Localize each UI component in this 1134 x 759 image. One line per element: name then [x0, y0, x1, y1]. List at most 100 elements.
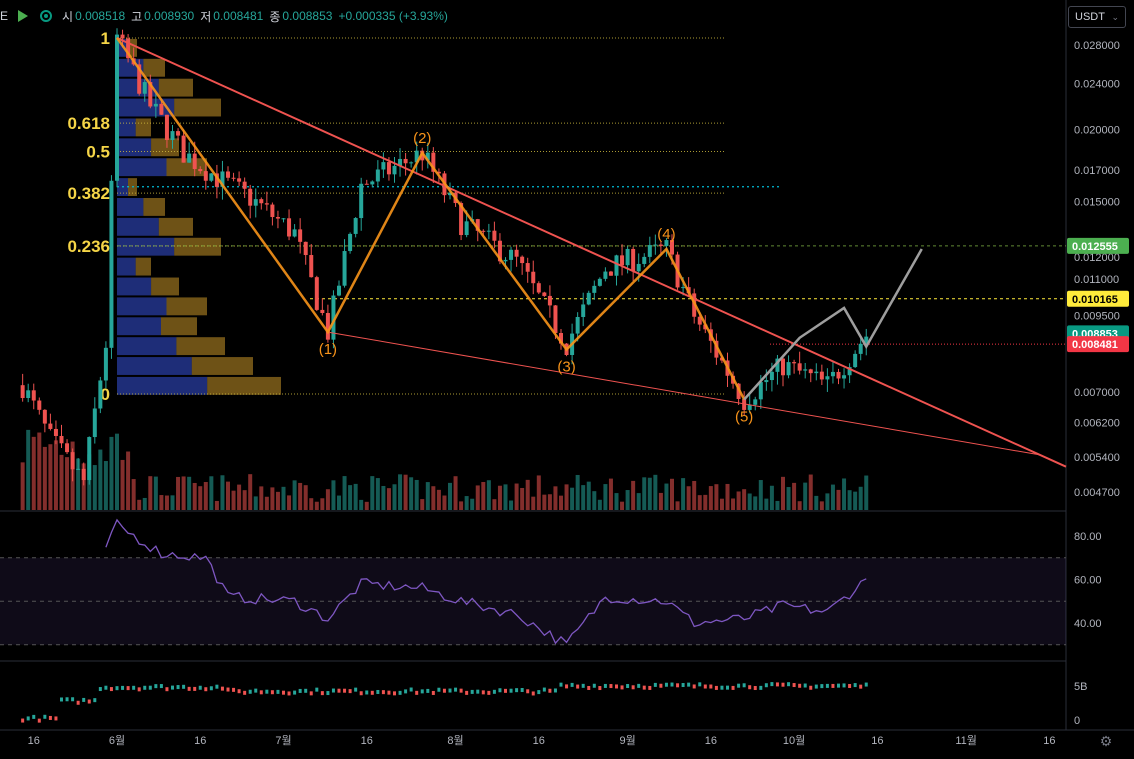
candle-body	[237, 178, 242, 182]
volume-oscillator-bar	[620, 685, 624, 690]
volume-oscillator-bar	[126, 686, 130, 691]
volume-profile-bar	[151, 138, 179, 157]
volume-bar	[281, 486, 286, 510]
volume-bar	[392, 484, 397, 510]
volume-oscillator-bar	[54, 716, 58, 721]
price-badge-label: 0.012555	[1072, 241, 1118, 253]
candle-body	[81, 468, 86, 481]
volume-bar	[803, 482, 808, 510]
volume-oscillator-bar	[825, 683, 829, 688]
volume-tick-label: 5B	[1074, 681, 1087, 693]
volume-bar	[542, 494, 547, 510]
volume-oscillator-bar	[132, 685, 136, 690]
volume-bar	[470, 498, 475, 510]
volume-oscillator-bar	[71, 697, 75, 702]
candle-body	[808, 369, 813, 374]
volume-oscillator-bar	[176, 685, 180, 690]
volume-profile-bar	[135, 118, 151, 137]
volume-oscillator-bar	[115, 686, 119, 691]
volume-oscillator-bar	[60, 697, 63, 702]
volume-bar	[414, 479, 419, 510]
volume-profile-bar	[117, 198, 144, 216]
close-label: 종	[269, 9, 281, 24]
wave-path	[115, 37, 746, 401]
volume-bar	[170, 495, 175, 510]
candle-body	[220, 171, 225, 187]
volume-oscillator-bar	[576, 684, 580, 689]
volume-oscillator-bar	[82, 697, 86, 702]
volume-bar	[753, 496, 758, 510]
candle-body	[226, 171, 230, 178]
volume-oscillator-bar	[276, 689, 280, 694]
volume-oscillator-bar	[143, 685, 147, 690]
volume-bar	[348, 485, 353, 510]
volume-bar	[764, 498, 769, 510]
volume-bar	[37, 432, 42, 510]
volume-bar	[742, 489, 747, 510]
volume-bar	[59, 454, 64, 510]
candle-body	[375, 169, 380, 182]
volume-bar	[769, 485, 774, 510]
volume-bar	[475, 485, 480, 510]
gear-icon[interactable]: ⚙	[1099, 733, 1113, 749]
fib-label: 0.236	[67, 237, 110, 256]
candle-body	[159, 103, 164, 115]
volume-oscillator-bar	[809, 685, 813, 690]
volume-oscillator-bar	[359, 691, 363, 696]
volume-bar	[264, 496, 269, 510]
candle-body	[364, 183, 369, 185]
volume-bar	[192, 482, 197, 510]
volume-profile-bar	[143, 58, 165, 77]
volume-bar	[525, 479, 530, 510]
candle-body	[148, 82, 153, 107]
candle-body	[492, 230, 497, 241]
candle-body	[270, 204, 275, 218]
price-tick-label: 0.017000	[1074, 165, 1120, 177]
volume-profile-bar	[135, 257, 151, 276]
candle-body	[842, 375, 847, 379]
volume-oscillator-bar	[787, 682, 791, 687]
volume-bar	[697, 495, 702, 510]
volume-bar	[853, 491, 858, 510]
volume-oscillator-bar	[642, 685, 646, 690]
volume-bar	[664, 483, 669, 510]
volume-profile-bar	[207, 376, 281, 395]
volume-oscillator-bar	[204, 687, 208, 692]
candle-body	[714, 340, 719, 358]
volume-bar	[536, 475, 541, 510]
volume-bar	[381, 485, 386, 510]
volume-oscillator-bar	[137, 687, 141, 692]
volume-bar	[359, 499, 364, 510]
upper-trendline	[116, 37, 1067, 468]
candle-body	[314, 277, 319, 310]
candle-body	[98, 380, 103, 409]
candle-body	[198, 169, 203, 172]
volume-bar	[181, 476, 186, 510]
volume-oscillator-bar	[559, 682, 563, 687]
candle-body	[625, 248, 630, 266]
candle-body	[742, 398, 747, 410]
currency-selector[interactable]: USDT ⌄	[1068, 6, 1126, 28]
volume-oscillator-bar	[742, 683, 746, 688]
volume-bar	[325, 489, 330, 510]
volume-oscillator-bar	[653, 682, 657, 687]
volume-bar	[736, 491, 741, 510]
volume-bar	[653, 474, 658, 510]
candle-body	[636, 263, 641, 272]
flag-icon[interactable]	[16, 9, 30, 23]
volume-oscillator-bar	[714, 685, 718, 690]
volume-oscillator-bar	[259, 690, 263, 695]
candle-body	[464, 221, 469, 236]
volume-profile-bar	[117, 118, 136, 137]
volume-bar	[142, 497, 147, 510]
volume-oscillator-bar	[404, 689, 408, 694]
volume-oscillator-bar	[692, 684, 696, 689]
fib-label: 0.5	[86, 143, 110, 162]
candle-body	[281, 218, 286, 220]
wave-label: (4)	[657, 226, 675, 243]
candle-body	[486, 230, 491, 232]
volume-bar	[586, 481, 591, 510]
close-value: 0.008853	[282, 9, 333, 23]
volume-oscillator-bar	[226, 687, 230, 692]
